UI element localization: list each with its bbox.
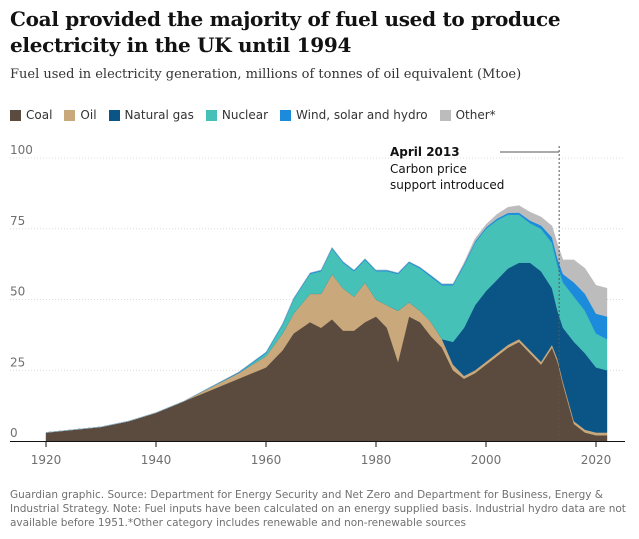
- legend-swatch-coal: [10, 109, 21, 121]
- legend-swatch-renewables: [280, 109, 292, 121]
- annotation-text-1: Carbon price: [390, 162, 467, 176]
- y-tick-label-50: 50: [10, 285, 25, 299]
- legend-item-oil: Oil: [64, 108, 97, 122]
- area-other: [45, 205, 608, 433]
- legend-label-natural-gas: Natural gas: [124, 108, 194, 122]
- x-tick-label-2000: 2000: [471, 453, 502, 467]
- legend-label-other: Other*: [455, 108, 496, 122]
- x-tick-label-1940: 1940: [141, 453, 172, 467]
- annotation-title: April 2013: [390, 145, 460, 159]
- legend-label-coal: Coal: [26, 108, 53, 122]
- legend-item-coal: Coal: [10, 108, 52, 122]
- y-tick-label-100: 100: [10, 143, 33, 157]
- stacked-area-chart: 0 25 50 75 100 1920 1940 1960 1980 2000 2020 April …: [10, 143, 625, 467]
- legend-item-nuclear: Nuclear: [205, 108, 269, 122]
- legend-item-renewables: Wind, solar and hydro: [280, 108, 428, 122]
- legend-item-natural-gas: Natural gas: [108, 108, 194, 122]
- legend-swatch-oil: [64, 109, 76, 121]
- legend-swatch-natural-gas: [108, 109, 120, 121]
- annotation-text-2: support introduced: [390, 178, 504, 192]
- x-tick-label-2020: 2020: [581, 453, 612, 467]
- legend-label-renewables: Wind, solar and hydro: [296, 108, 428, 122]
- chart-subtitle: Fuel used in electricity generation, mil…: [10, 67, 522, 82]
- chart-footnote: Guardian graphic. Source: Department for…: [10, 489, 626, 529]
- legend-label-nuclear: Nuclear: [221, 108, 269, 122]
- legend-label-oil: Oil: [80, 108, 97, 122]
- chart-legend: Coal Oil Natural gas Nuclear Wind, solar…: [10, 108, 508, 122]
- y-tick-label-0: 0: [10, 426, 18, 440]
- y-tick-label-25: 25: [10, 355, 25, 369]
- x-tick-label-1960: 1960: [251, 453, 282, 467]
- chart-title: Coal provided the majority of fuel used …: [10, 7, 561, 57]
- legend-swatch-nuclear: [205, 109, 217, 121]
- x-tick-label-1920: 1920: [31, 453, 62, 467]
- x-tick-label-1980: 1980: [361, 453, 392, 467]
- legend-swatch-other: [439, 109, 451, 121]
- legend-item-other: Other*: [439, 108, 496, 122]
- y-tick-label-75: 75: [10, 214, 25, 228]
